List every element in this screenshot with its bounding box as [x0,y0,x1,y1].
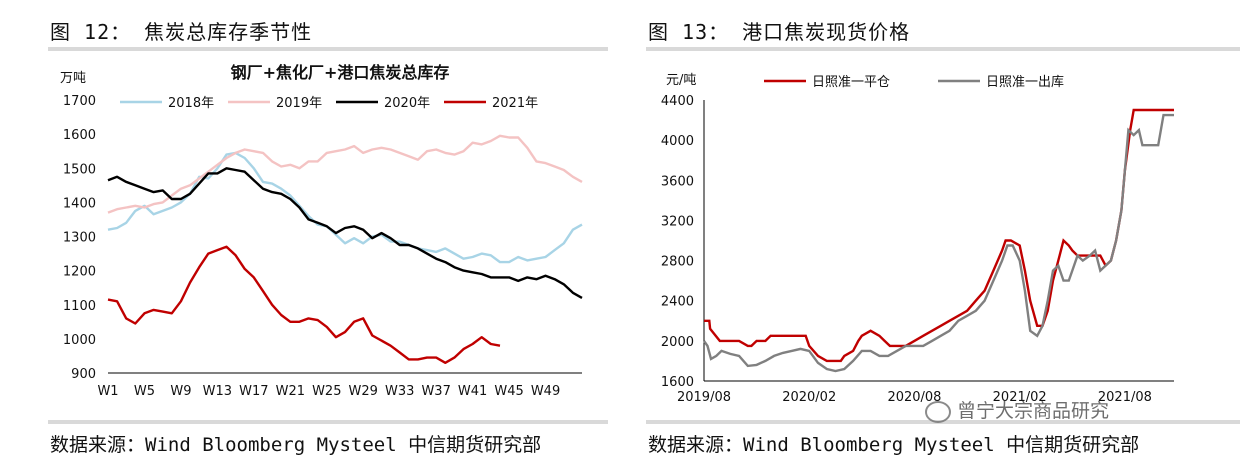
x-tick-label: W1 [97,384,118,399]
y-tick-label: 900 [71,367,96,382]
y-tick-label: 2000 [661,335,694,350]
y-tick-label: 1200 [63,265,96,280]
y-tick-label: 1100 [63,299,96,314]
x-tick-label: W13 [203,384,232,399]
y-tick-label: 1400 [63,196,96,211]
series-line-2018年 [107,151,583,264]
series-line-2021年 [107,245,501,364]
x-tick-label: 2020/02 [782,390,836,405]
y-tick-label: 1700 [63,94,96,109]
watermark-text: 曾宁大宗商品研究 [957,400,1110,422]
x-tick-label: 2019/08 [677,390,731,405]
x-tick-label: 2020/08 [887,390,941,405]
series-line-日照准一出库 [703,113,1174,373]
title-divider [48,47,608,51]
inventory-seasonality-chart: 万吨 钢厂+焦化厂+港口焦炭总库存 900 1000 1100 1200 1300 1400 1… [60,63,583,399]
y-tick-label: 1600 [661,375,694,390]
watermark: 曾宁大宗商品研究 [925,396,1109,423]
title-divider [646,47,1240,51]
y-axis-unit: 元/吨 [666,73,696,88]
series-line-2019年 [107,134,583,214]
source-divider [48,420,608,424]
legend-label: 日照准一平仓 [812,75,890,90]
x-tick-label: W29 [349,384,378,399]
x-tick-label: W17 [239,384,268,399]
y-tick-label: 2800 [661,255,694,270]
x-tick-label: 2021/08 [1098,390,1152,405]
left-figure-panel: 图 12： 焦炭总库存季节性 万吨 钢厂+焦化厂+港口焦炭总库存 900 1000 11… [0,0,620,471]
x-tick-label: 2021/02 [993,390,1047,405]
y-tick-label: 1600 [63,128,96,143]
data-source: 数据来源：Wind Bloomberg Mysteel 中信期货研究部 [50,434,542,456]
y-tick-label: 4400 [661,94,694,109]
y-axis-unit: 万吨 [60,71,86,86]
legend-label: 2019年 [276,96,322,111]
y-tick-label: 1500 [63,162,96,177]
wechat-icon [925,400,951,423]
x-tick-label: W21 [276,384,305,399]
y-tick-label: 4000 [661,134,694,149]
port-coke-price-chart: 元/吨 1600 2000 2400 2800 3200 3600 4000 4400 2019/… [661,73,1174,405]
series-line-日照准一平仓 [704,108,1174,363]
series-line-2020年 [107,167,583,299]
right-figure-panel: 图 13： 港口焦炭现货价格 元/吨 1600 2000 2400 2800 3200 36… [636,0,1255,471]
x-tick-label: W41 [458,384,487,399]
y-tick-label: 3600 [661,174,694,189]
data-source: 数据来源：Wind Bloomberg Mysteel 中信期货研究部 [648,434,1140,456]
y-tick-label: 3200 [661,214,694,229]
y-tick-label: 1000 [63,333,96,348]
chart-title: 钢厂+焦化厂+港口焦炭总库存 [231,63,450,82]
figure-title: 图 13： 港口焦炭现货价格 [648,20,911,44]
legend-label: 2018年 [168,96,214,111]
legend-label: 2020年 [384,96,430,111]
figure-title: 图 12： 焦炭总库存季节性 [50,20,313,44]
y-tick-label: 2400 [661,295,694,310]
x-tick-label: W9 [170,384,191,399]
x-tick-label: W5 [134,384,155,399]
legend-label: 日照准一出库 [986,74,1064,90]
x-tick-label: W25 [312,384,341,399]
y-tick-label: 1300 [63,231,96,246]
x-tick-label: W33 [385,384,414,399]
legend-label: 2021年 [492,96,538,111]
x-tick-label: W49 [531,384,560,399]
x-tick-label: W37 [421,384,450,399]
x-tick-label: W45 [494,384,523,399]
